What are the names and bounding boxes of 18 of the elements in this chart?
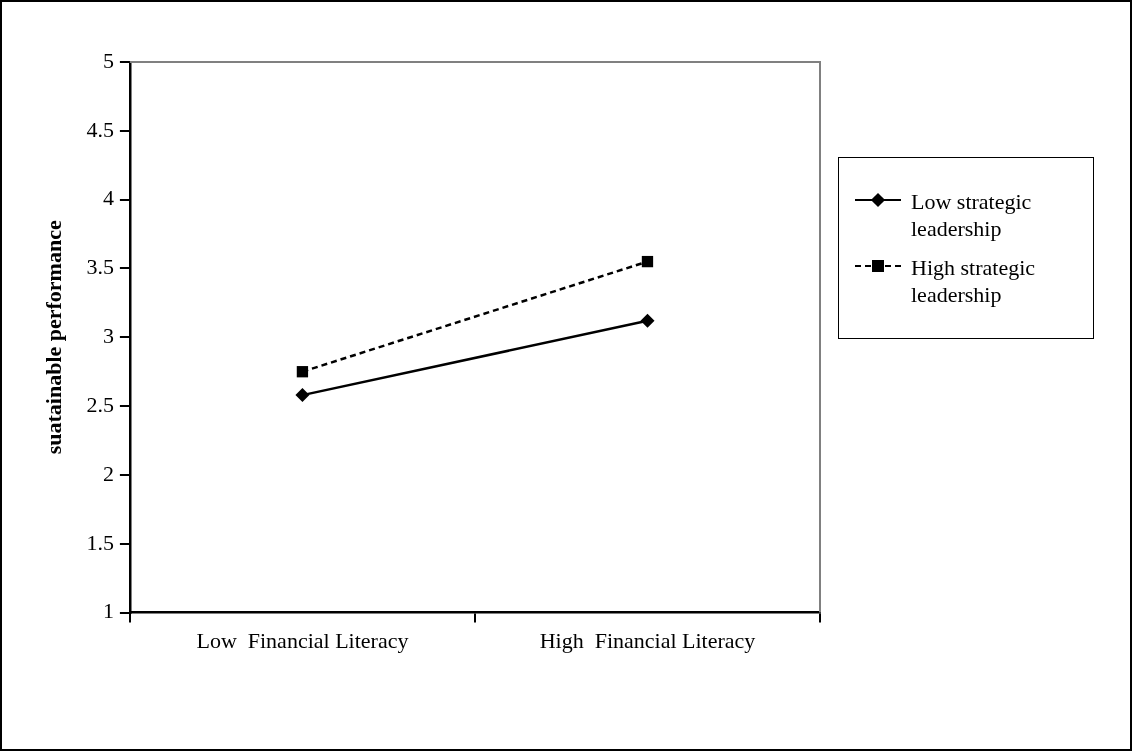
- legend-label: Low strategic leadership: [911, 188, 1033, 242]
- y-tick-label: 3.5: [86, 254, 114, 280]
- x-tick-label: High Financial Literacy: [539, 627, 756, 653]
- y-tick-label: 4: [102, 185, 114, 211]
- y-tick-label: 2.5: [86, 391, 114, 417]
- point: [296, 366, 309, 378]
- y-tick-label: 4.5: [86, 116, 114, 142]
- y-axis-title: suatainable performance: [40, 220, 66, 455]
- legend-label: High strategic leadership: [911, 254, 1037, 308]
- point: [641, 255, 654, 268]
- y-tick-label: 2: [102, 460, 114, 486]
- y-tick-label: 1: [102, 598, 114, 624]
- y-tick-label: 5: [102, 47, 114, 73]
- y-tick-label: 1.5: [86, 529, 114, 555]
- point: [295, 388, 310, 403]
- y-tick-label: 3: [102, 323, 114, 349]
- x-tick-label: Low Financial Literacy: [196, 627, 409, 653]
- point: [640, 313, 655, 328]
